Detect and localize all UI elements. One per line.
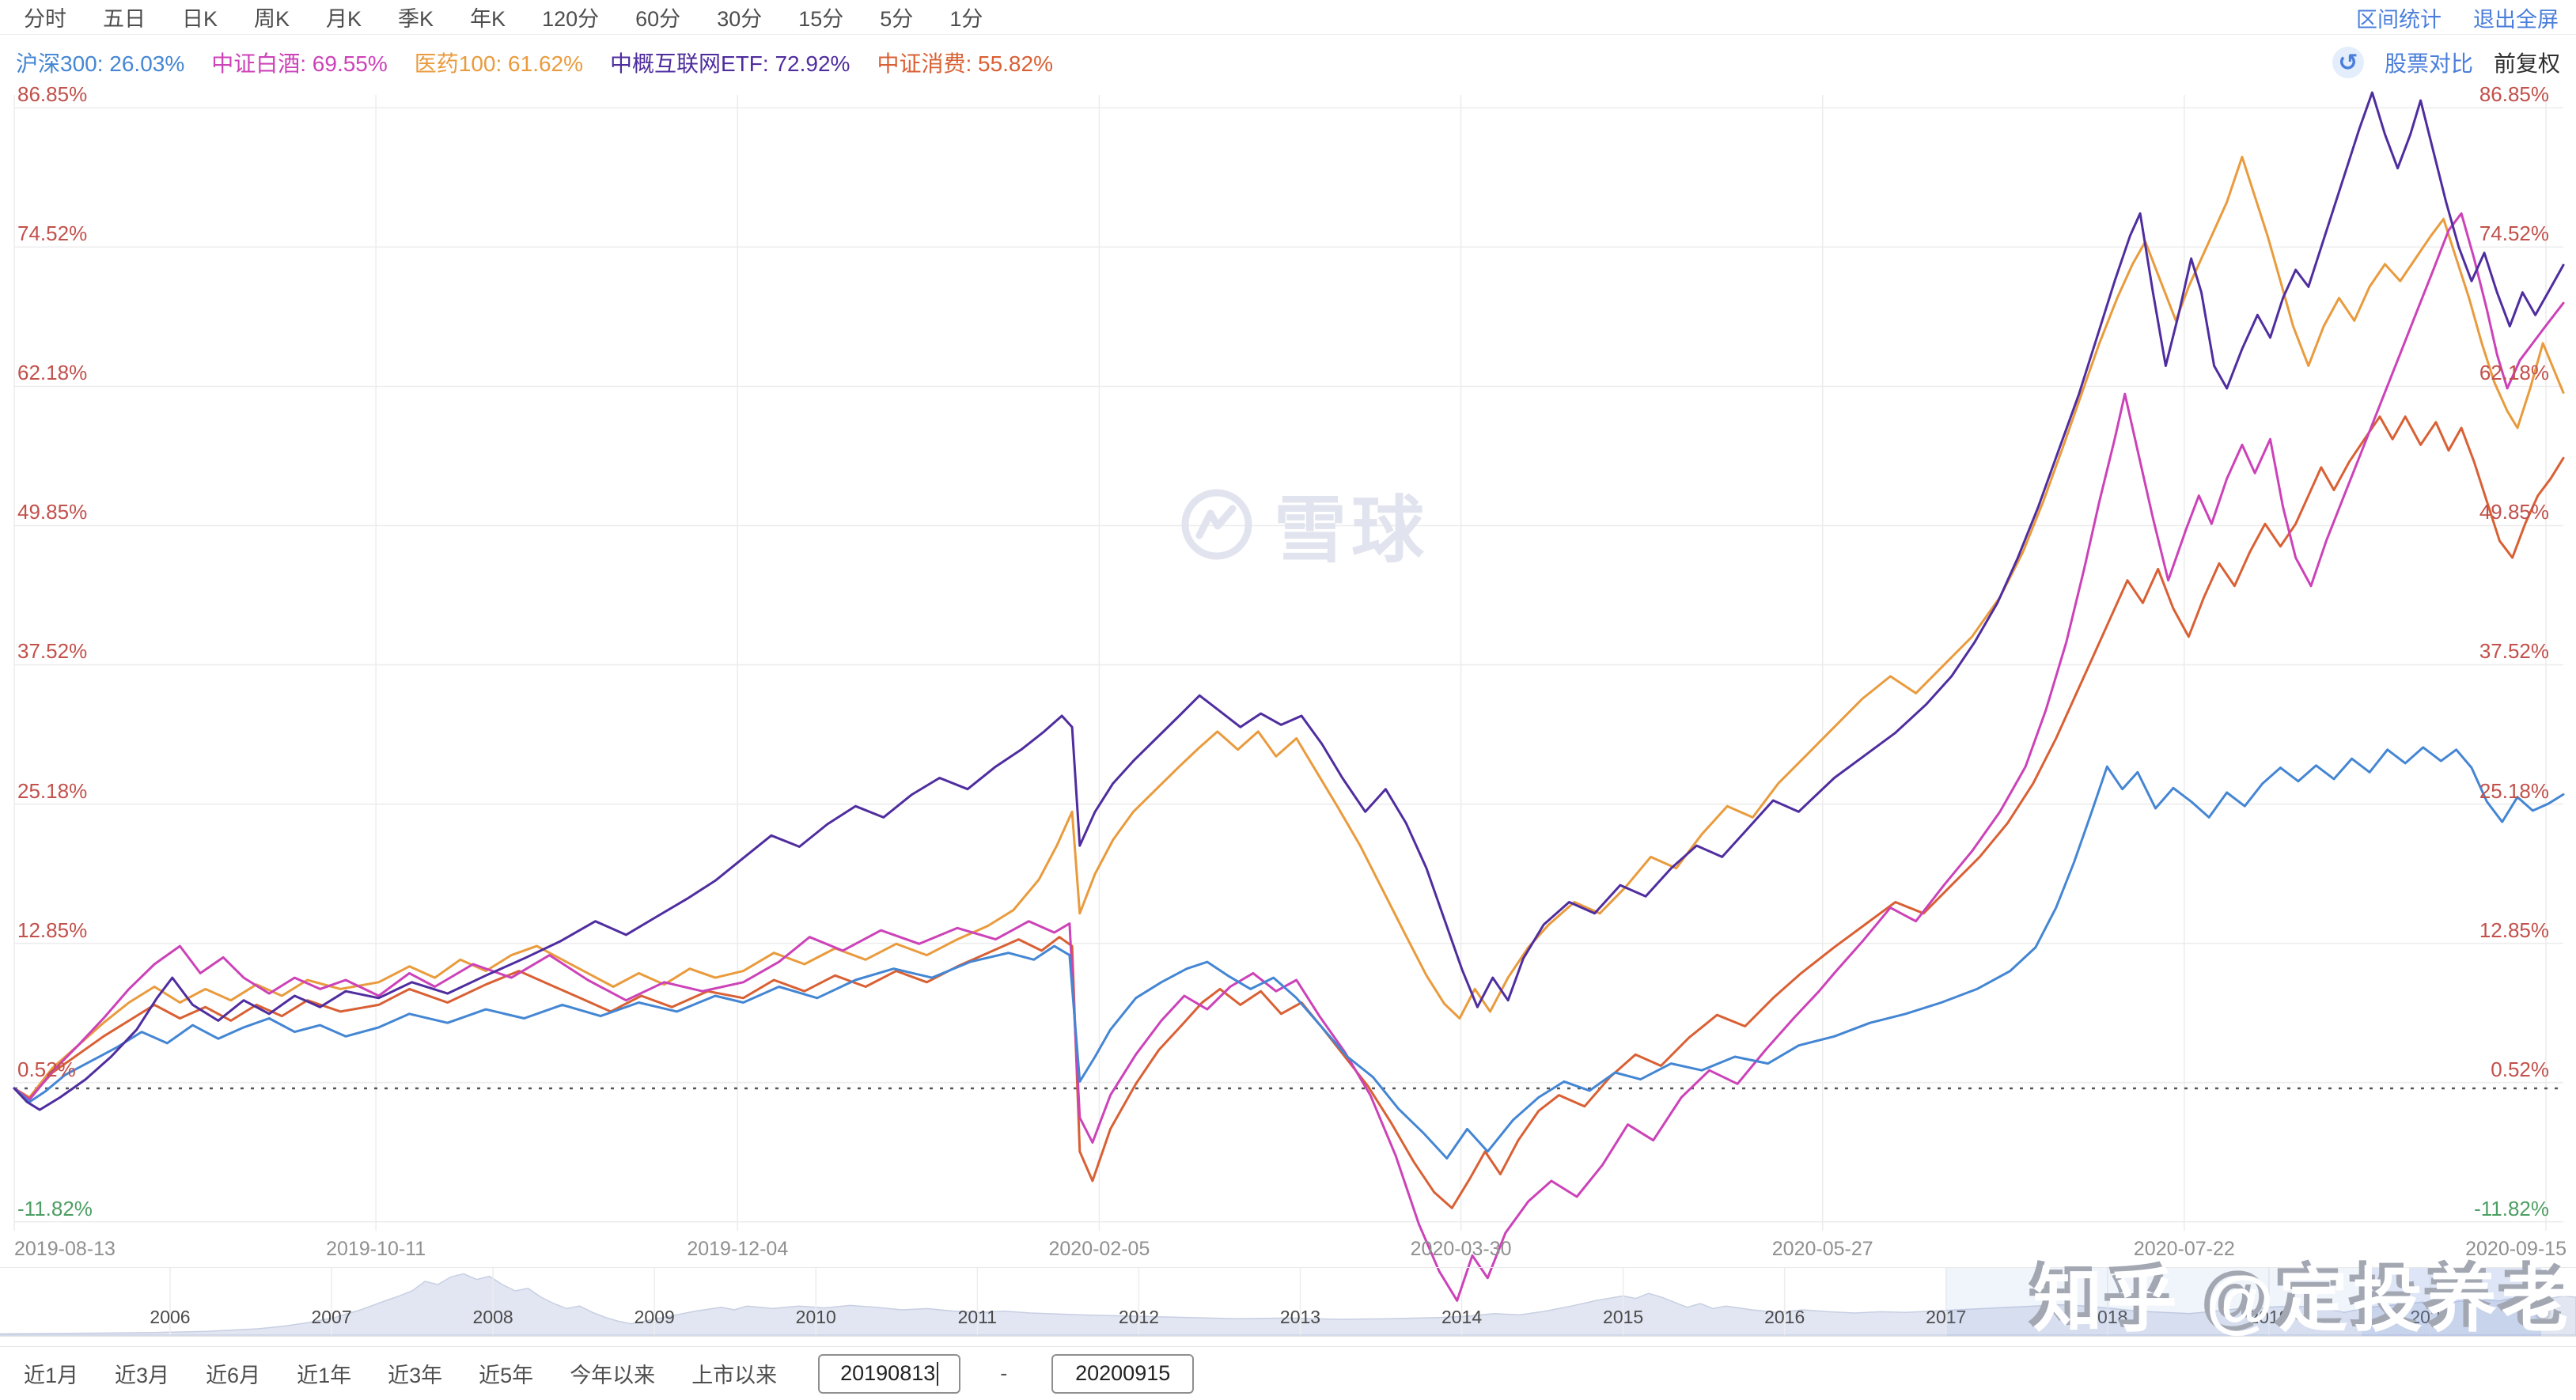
period-tab-13[interactable]: 1分 — [949, 7, 983, 31]
start-date-value: 20190813 — [840, 1361, 936, 1385]
legend-item-2: 中证白酒: 69.55% — [211, 51, 388, 76]
y-axis-label-left-2: 62.18% — [17, 361, 88, 385]
period-tabs: 分时 五日 日K 周K 月K 季K 年K 120分 60分 30分 15分 5分 1分 — [24, 2, 983, 32]
range-dash: - — [1000, 1361, 1008, 1385]
y-axis-label-left-7: 0.52% — [17, 1057, 76, 1081]
navigator-selection-pale[interactable] — [1946, 1268, 2362, 1336]
x-axis-label-3: 2020-02-05 — [1048, 1238, 1150, 1260]
y-axis-label-left-1: 74.52% — [17, 221, 88, 246]
range-toolbar: 近1月 近3月 近6月 近1年 近3年 近5年 今年以来 上市以来 20190813 - 20… — [0, 1346, 2576, 1400]
y-axis-label-right-8: -11.82% — [2474, 1196, 2549, 1220]
y-axis-label-left-3: 49.85% — [17, 500, 88, 524]
navigator-handle[interactable] — [2536, 1287, 2549, 1319]
navigator-year-2017: 2017 — [1926, 1307, 1967, 1327]
legend-item-5: 中证消费: 55.82% — [877, 51, 1053, 76]
range-preset-3[interactable]: 近6月 — [206, 1364, 261, 1387]
y-axis-label-left-5: 25.18% — [17, 778, 88, 803]
start-date-input[interactable]: 20190813 — [818, 1353, 961, 1394]
y-axis-label-left-8: -11.82% — [17, 1196, 93, 1220]
y-axis-label-right-0: 86.85% — [2479, 82, 2549, 107]
series-line-中概互联网ETF — [13, 91, 2565, 1111]
zhihu-watermark: 知乎 @定投养老 — [2032, 1262, 2576, 1340]
top-toolbar: 分时 五日 日K 周K 月K 季K 年K 120分 60分 30分 15分 5分 1分 — [0, 0, 2576, 35]
navigator-year-2013: 2013 — [1279, 1307, 1321, 1327]
toolbar-right-links: 区间统计 退出全屏 — [2356, 0, 2559, 35]
navigator-year-2014: 2014 — [1441, 1307, 1483, 1327]
end-date-input[interactable]: 20200915 — [1051, 1353, 1195, 1394]
text-caret — [937, 1361, 939, 1386]
period-tab-8[interactable]: 120分 — [542, 7, 600, 31]
y-axis-label-right-5: 25.18% — [2479, 778, 2549, 803]
adjust-mode-label[interactable]: 前复权 — [2493, 51, 2560, 76]
y-axis-label-right-4: 37.52% — [2479, 639, 2549, 664]
period-tab-3[interactable]: 日K — [182, 7, 218, 31]
legend-item-1: 沪深300: 26.03% — [16, 51, 185, 76]
navigator-year-2009: 2009 — [634, 1307, 675, 1327]
y-axis-label-right-1: 74.52% — [2479, 221, 2549, 246]
navigator-year-2006: 2006 — [150, 1307, 191, 1327]
xueqiu-logo-icon — [1181, 489, 1252, 559]
period-tab-7[interactable]: 年K — [470, 7, 506, 31]
navigator-year-2007: 2007 — [311, 1307, 352, 1327]
navigator-year-2012: 2012 — [1118, 1307, 1159, 1327]
x-axis-label-4: 2020-03-30 — [1410, 1238, 1512, 1260]
y-axis-label-left-4: 37.52% — [17, 639, 88, 664]
y-axis-label-right-6: 12.85% — [2479, 918, 2549, 942]
range-preset-8[interactable]: 上市以来 — [691, 1364, 778, 1387]
period-tab-5[interactable]: 月K — [326, 7, 362, 31]
navigator-year-2008: 2008 — [472, 1307, 513, 1327]
navigator-year-2018: 2018 — [2087, 1307, 2128, 1327]
navigator-year-2015: 2015 — [1603, 1307, 1644, 1327]
x-axis-label-6: 2020-07-22 — [2133, 1238, 2235, 1260]
legend-item-4: 中概互联网ETF: 72.92% — [610, 51, 850, 76]
period-tab-4[interactable]: 周K — [254, 7, 290, 31]
navigator-year-2020: 2020 — [2410, 1307, 2451, 1327]
end-date-value: 20200915 — [1075, 1361, 1171, 1385]
series-line-中证白酒 — [13, 212, 2565, 1302]
range-preset-2[interactable]: 近3月 — [115, 1364, 170, 1387]
undo-icon[interactable]: ↺ — [2332, 47, 2364, 78]
x-axis-label-7: 2020-09-15 — [2465, 1238, 2567, 1260]
navigator-year-2011: 2011 — [957, 1307, 998, 1327]
navigator-year-2016: 2016 — [1764, 1307, 1805, 1327]
x-axis-label-1: 2019-10-11 — [326, 1238, 426, 1260]
x-axis-label-5: 2020-05-27 — [1771, 1238, 1873, 1260]
period-tab-2[interactable]: 五日 — [103, 7, 146, 31]
y-axis-label-left-6: 12.85% — [17, 918, 88, 942]
xueqiu-watermark-text: 雪球 — [1274, 490, 1430, 571]
period-tab-12[interactable]: 5分 — [880, 7, 914, 31]
stock-compare-link[interactable]: 股票对比 — [2384, 51, 2473, 76]
y-axis-label-left-0: 86.85% — [17, 82, 88, 107]
range-stats-link[interactable]: 区间统计 — [2356, 7, 2442, 32]
navigator-year-2019: 2019 — [2248, 1307, 2290, 1327]
legend-bar: 沪深300: 26.03% 中证白酒: 69.55% 医药100: 61.62% 中概… — [0, 35, 2576, 90]
legend-item-3: 医药100: 61.62% — [414, 51, 584, 76]
exit-fullscreen-link[interactable]: 退出全屏 — [2473, 7, 2559, 32]
y-axis-label-right-7: 0.52% — [2491, 1057, 2549, 1081]
x-axis-label-2: 2019-12-04 — [687, 1238, 789, 1260]
y-axis-label-right-2: 62.18% — [2479, 361, 2549, 385]
legend-right: ↺ 股票对比 前复权 — [2332, 35, 2560, 90]
range-preset-5[interactable]: 近3年 — [388, 1364, 443, 1387]
period-tab-6[interactable]: 季K — [398, 7, 434, 31]
x-axis-label-0: 2019-08-13 — [14, 1238, 116, 1260]
range-preset-1[interactable]: 近1月 — [24, 1364, 79, 1387]
period-tab-11[interactable]: 15分 — [798, 7, 844, 31]
xueqiu-watermark: 雪球 — [1180, 471, 1429, 577]
range-preset-4[interactable]: 近1年 — [297, 1364, 352, 1387]
navigator-year-2010: 2010 — [795, 1307, 836, 1327]
series-line-沪深300 — [13, 746, 2565, 1160]
navigator-band[interactable] — [0, 1267, 2576, 1337]
range-preset-6[interactable]: 近5年 — [479, 1364, 534, 1387]
range-preset-buttons: 近1月 近3月 近6月 近1年 近3年 近5年 今年以来 上市以来 — [24, 1358, 777, 1389]
navigator-selection[interactable] — [2362, 1268, 2541, 1336]
period-tab-9[interactable]: 60分 — [635, 7, 681, 31]
y-axis-label-right-3: 49.85% — [2479, 500, 2549, 524]
period-tab-1[interactable]: 分时 — [24, 7, 66, 31]
period-tab-10[interactable]: 30分 — [717, 7, 763, 31]
range-preset-7[interactable]: 今年以来 — [570, 1364, 656, 1387]
series-line-医药100 — [13, 155, 2565, 1099]
legend-items: 沪深300: 26.03% 中证白酒: 69.55% 医药100: 61.62% 中概… — [16, 47, 1053, 78]
